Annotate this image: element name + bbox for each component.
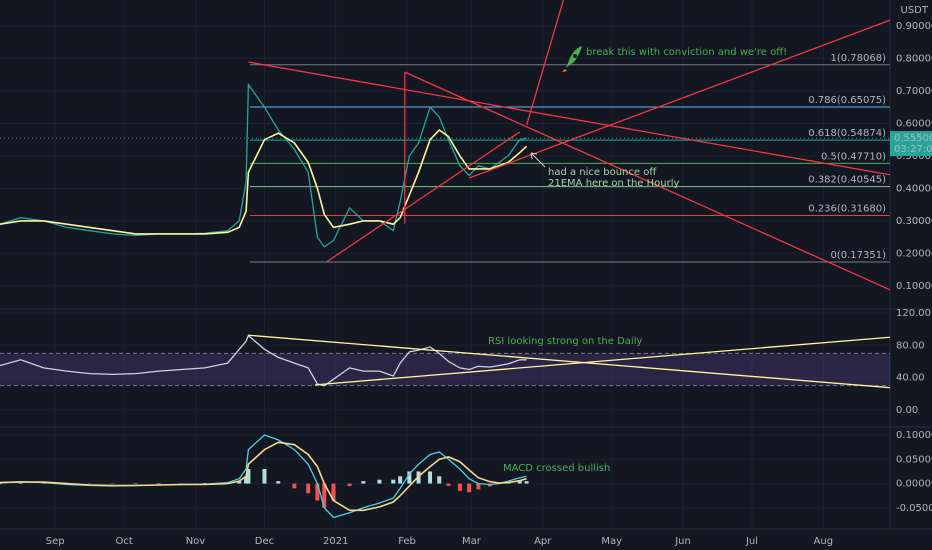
fib-label: 0(0.17351) — [830, 250, 886, 261]
histogram-bar — [437, 476, 442, 484]
histogram-bar — [322, 483, 327, 508]
histogram-bar — [292, 483, 297, 489]
histogram-bar — [41, 483, 46, 485]
annotation: RSI looking strong on the Daily — [488, 336, 642, 347]
histogram-bar — [244, 476, 249, 484]
histogram-bar — [133, 483, 138, 485]
fib-label: 0.236(0.31680) — [808, 203, 886, 214]
histogram-bar — [87, 483, 92, 485]
histogram-bar — [156, 483, 161, 485]
trendline — [526, 0, 565, 126]
trendline — [248, 61, 891, 176]
histogram-bar — [18, 483, 23, 484]
histogram-bar — [517, 480, 522, 484]
histogram-bar — [315, 483, 320, 501]
trendline — [248, 334, 891, 389]
histogram-bar — [407, 471, 412, 484]
rocket-icon — [562, 46, 582, 72]
grid — [0, 0, 890, 528]
annotation: 21EMA here on the Hourly — [548, 178, 679, 189]
annotation: break this with conviction and we're off… — [586, 47, 787, 58]
fib-label: 1(0.78068) — [830, 53, 886, 64]
y-tick-label: 40.00 — [896, 373, 925, 384]
histogram-bar — [262, 469, 267, 484]
last-price-box — [890, 131, 932, 157]
x-tick-label: Jun — [674, 536, 691, 547]
axis-label: USDT — [901, 5, 929, 16]
histogram-bar — [377, 479, 382, 484]
x-tick-label: Jul — [745, 536, 758, 547]
x-tick-label: May — [601, 536, 622, 547]
x-tick-label: Sep — [46, 536, 65, 547]
fib-label: 0.786(0.65075) — [808, 95, 886, 106]
x-tick-label: Mar — [462, 536, 482, 547]
fib-label: 0.5(0.47710) — [821, 151, 886, 162]
annotation: MACD crossed bullish — [503, 463, 610, 474]
trendline — [404, 71, 891, 291]
histogram-bar — [398, 476, 403, 484]
histogram-bar — [276, 481, 281, 484]
y-tick-label: 120.00 — [896, 308, 931, 319]
histogram-bar — [306, 483, 311, 494]
series-line — [0, 128, 528, 235]
countdown-label: 03:27:04 — [894, 144, 932, 155]
histogram-bar — [457, 483, 462, 491]
histogram-bar — [361, 481, 366, 484]
histogram-bar — [246, 469, 251, 484]
annotation-arrow — [530, 152, 546, 168]
histogram-bar — [476, 483, 481, 490]
histogram-bar — [110, 483, 115, 485]
annotation-arrow-head — [530, 152, 538, 160]
x-tick-label: Feb — [398, 536, 416, 547]
y-tick-label: 0.00 — [896, 405, 918, 416]
y-tick-label: 0.00000 — [896, 479, 932, 490]
trendline — [326, 131, 521, 263]
fib-label: 0.618(0.54874) — [808, 128, 886, 139]
last-price-label: 0.55500 — [894, 133, 932, 144]
histogram-bar — [524, 481, 529, 484]
histogram-bar — [391, 479, 396, 484]
histogram-bar — [202, 483, 207, 484]
x-tick-label: Oct — [116, 536, 133, 547]
x-tick-label: Nov — [186, 536, 206, 547]
fib-label: 0.382(0.40545) — [808, 175, 886, 186]
series-line — [0, 82, 527, 248]
x-tick-label: 2021 — [323, 536, 348, 547]
histogram-bar — [237, 481, 242, 484]
marks — [0, 0, 891, 519]
histogram-bar — [347, 483, 352, 486]
annotation: had a nice bounce off — [548, 167, 657, 178]
histogram-bar — [428, 471, 433, 484]
y-tick-label: 80.00 — [896, 340, 925, 351]
histogram-bar — [331, 483, 336, 501]
x-tick-label: Apr — [534, 536, 552, 547]
series-line — [0, 441, 527, 512]
histogram-bar — [467, 483, 472, 493]
trendline — [468, 19, 891, 179]
histogram-bar — [446, 483, 451, 486]
trendline — [315, 336, 891, 386]
x-tick-label: Dec — [255, 536, 274, 547]
series-line — [0, 334, 527, 387]
x-tick-label: Aug — [814, 536, 834, 547]
histogram-bar — [0, 483, 2, 485]
